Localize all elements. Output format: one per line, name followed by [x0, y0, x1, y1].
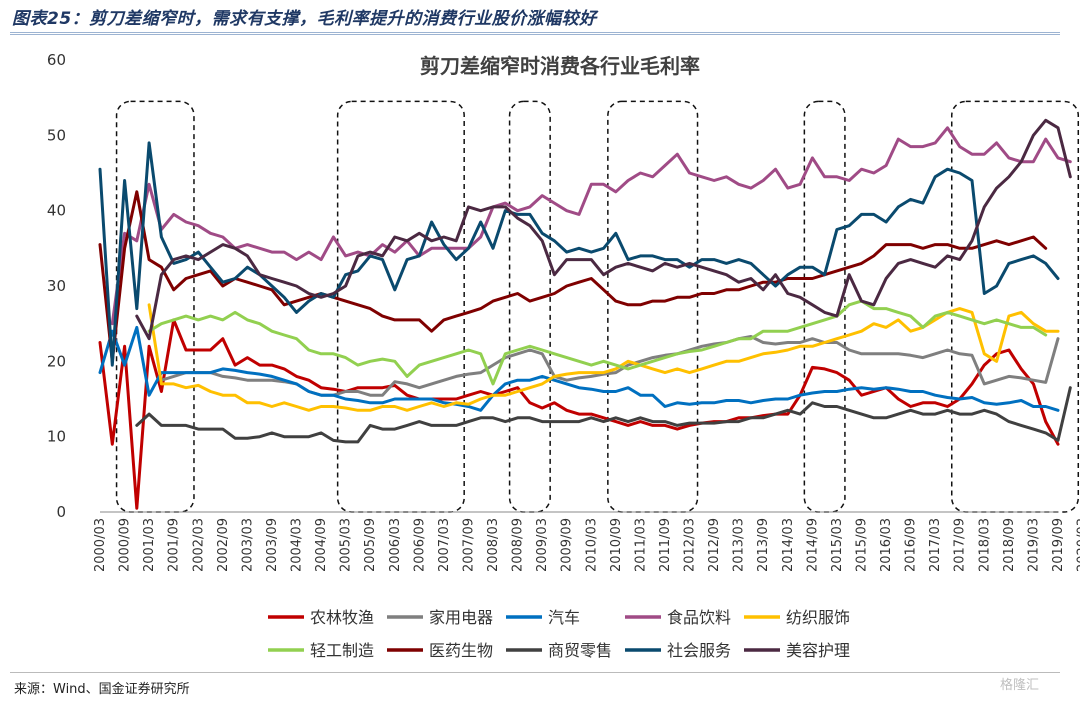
series-line-汽车 — [98, 325, 1060, 412]
x-tick-label: 2005/03 — [339, 518, 354, 572]
series-line-纺织服饰 — [147, 303, 1060, 412]
x-tick-label: 2011/03 — [633, 518, 648, 572]
y-axis-ticks: 0 10 20 30 40 50 60 — [47, 51, 66, 521]
x-tick-label: 2013/03 — [732, 518, 747, 572]
x-tick-label: 2018/09 — [1002, 518, 1017, 572]
x-tick-label: 2007/09 — [461, 518, 476, 572]
series-lines — [98, 118, 1072, 510]
legend-label: 医药生物 — [429, 641, 493, 660]
legend-label: 社会服务 — [667, 641, 731, 660]
x-tick-label: 2014/09 — [805, 518, 820, 572]
legend-label: 食品饮料 — [667, 608, 731, 627]
series-line-农林牧渔 — [98, 318, 1060, 510]
x-tick-label: 2019/03 — [1026, 518, 1041, 572]
legend-label: 农林牧渔 — [310, 608, 374, 627]
x-tick-label: 2017/03 — [928, 518, 943, 572]
x-tick-label: 2001/03 — [142, 518, 157, 572]
chart-title: 剪刀差缩窄时消费各行业毛利率 — [420, 54, 700, 78]
x-tick-label: 2012/09 — [707, 518, 722, 572]
legend-label: 美容护理 — [786, 641, 850, 660]
highlight-window — [950, 100, 1080, 513]
x-tick-label: 2011/09 — [658, 518, 673, 572]
x-tick-label: 2007/03 — [437, 518, 452, 572]
x-axis-ticks: 2000/03 2000/09 2001/03 2001/09 2002/03 2002/… — [93, 518, 1080, 572]
x-tick-label: 2018/03 — [977, 518, 992, 572]
x-tick-label: 2003/09 — [265, 518, 280, 572]
series-line-食品饮料 — [110, 126, 1072, 326]
y-tick-label: 10 — [47, 428, 66, 446]
series-line-医药生物 — [98, 190, 1048, 363]
highlight-windows — [115, 100, 1080, 513]
x-tick-label: 2009/09 — [560, 518, 575, 572]
x-tick-label: 2014/03 — [781, 518, 796, 572]
caption-divider — [10, 32, 1060, 33]
legend-label: 纺织服饰 — [786, 608, 850, 627]
x-tick-label: 2017/09 — [953, 518, 968, 572]
highlight-window — [508, 100, 551, 513]
x-tick-label: 2000/03 — [93, 518, 108, 572]
x-tick-label: 2002/03 — [191, 518, 206, 572]
x-tick-label: 2003/03 — [240, 518, 255, 572]
source-note: 来源：Wind、国金证券研究所 — [14, 682, 190, 697]
x-tick-label: 2020/03 — [1076, 518, 1080, 572]
x-tick-label: 2000/09 — [118, 518, 133, 572]
y-tick-label: 20 — [47, 352, 66, 370]
highlight-window — [336, 100, 465, 513]
x-tick-label: 2008/09 — [511, 518, 526, 572]
watermark-logo: 格隆汇 — [1000, 678, 1040, 693]
x-tick-label: 2019/09 — [1051, 518, 1066, 572]
y-tick-label: 60 — [47, 51, 66, 69]
caption-divider-secondary — [10, 34, 1060, 35]
x-tick-label: 2016/03 — [879, 518, 894, 572]
legend-label: 家用电器 — [429, 608, 493, 627]
series-line-商贸零售 — [135, 386, 1072, 444]
legend-label: 汽车 — [548, 608, 580, 627]
x-tick-label: 2004/09 — [314, 518, 329, 572]
footer-divider — [10, 672, 1060, 673]
x-tick-label: 2005/09 — [363, 518, 378, 572]
x-tick-label: 2004/03 — [290, 518, 305, 572]
x-tick-label: 2010/09 — [609, 518, 624, 572]
x-tick-label: 2016/09 — [904, 518, 919, 572]
y-tick-label: 0 — [56, 503, 66, 521]
legend-label: 商贸零售 — [548, 641, 612, 660]
x-tick-label: 2012/03 — [683, 518, 698, 572]
x-tick-label: 2006/03 — [388, 518, 403, 572]
series-line-家用电器 — [159, 335, 1060, 397]
figure-caption: 图表25：剪刀差缩窄时，需求有支撑，毛利率提升的消费行业股价涨幅较好 — [12, 9, 597, 29]
x-tick-label: 2008/03 — [486, 518, 501, 572]
y-tick-label: 30 — [47, 277, 66, 295]
series-line-轻工制造 — [147, 299, 1048, 386]
x-tick-label: 2009/03 — [535, 518, 550, 572]
x-tick-label: 2015/03 — [830, 518, 845, 572]
series-line-美容护理 — [135, 118, 1072, 341]
x-tick-label: 2001/09 — [167, 518, 182, 572]
highlight-window — [607, 100, 699, 513]
x-tick-label: 2006/09 — [412, 518, 427, 572]
x-tick-label: 2010/03 — [584, 518, 599, 572]
x-tick-label: 2015/09 — [854, 518, 869, 572]
x-tick-label: 2013/09 — [756, 518, 771, 572]
x-tick-label: 2002/09 — [216, 518, 231, 572]
y-tick-label: 40 — [47, 202, 66, 220]
y-tick-label: 50 — [47, 126, 66, 144]
legend-label: 轻工制造 — [310, 641, 374, 660]
